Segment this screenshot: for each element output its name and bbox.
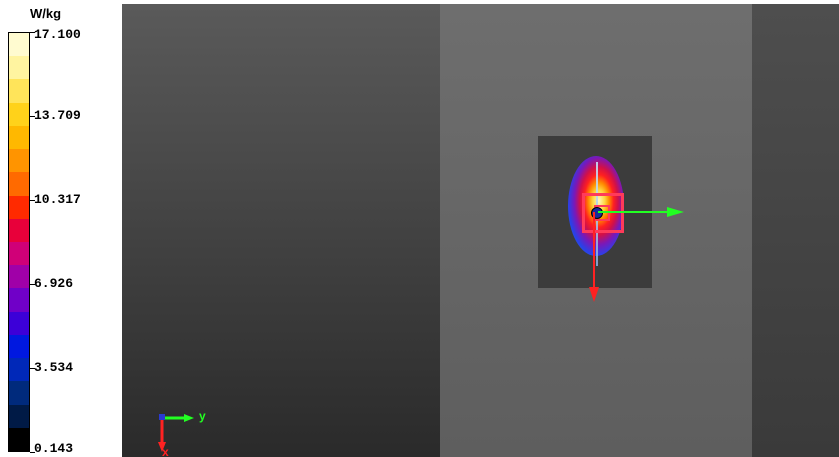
colorbar-segment [9,33,29,57]
gizmo-x-label: x [162,445,169,457]
colorbar-segment [9,56,29,80]
colorbar-segment [9,288,29,312]
gizmo-y-label: y [199,409,206,423]
orientation-gizmo[interactable]: y x [158,409,206,457]
gizmo-x-arrow-icon [158,442,166,452]
colorbar-segment [9,195,29,219]
colorbar-segment [9,265,29,289]
color-scale-legend: W/kg 17.100 13.709 10.317 6.926 3.534 0.143 [0,0,122,457]
colorbar [8,32,30,452]
scan-x-arrow-icon [589,287,599,302]
legend-tick-mark [30,284,35,285]
scan-y-arrow-icon [667,207,684,217]
gizmo-y-arrow-icon [184,414,194,422]
legend-tick-mark [30,452,35,453]
colorbar-segment [9,334,29,359]
legend-tick-label: 13.709 [34,108,81,123]
colorbar-segment [9,241,29,266]
gizmo-z-axis-icon [159,414,165,420]
legend-tick-label: 6.926 [34,276,74,291]
axis-overlay: y x [158,207,684,457]
colorbar-segment [9,172,29,196]
colorbar-segment [9,218,29,242]
legend-tick-label: 10.317 [34,192,81,207]
colorbar-segment [9,427,29,451]
colorbar-segment [9,311,29,335]
colorbar-segment [9,358,29,382]
colorbar-segment [9,381,29,405]
3d-viewport[interactable]: y x [122,4,839,457]
legend-tick-mark [30,116,35,117]
scan-axes-gizmo[interactable] [589,207,684,302]
phantom-edge [752,4,839,457]
legend-tick-label: 0.143 [34,441,74,456]
colorbar-segment [9,125,29,150]
colorbar-segment [9,102,29,126]
colorbar-segment [9,404,29,428]
colorbar-segment [9,149,29,173]
colorbar-segment [9,79,29,103]
legend-tick-mark [30,32,35,33]
legend-tick-mark [30,200,35,201]
legend-tick-label: 3.534 [34,360,74,375]
legend-unit-label: W/kg [30,6,62,21]
legend-tick-label: 17.100 [34,27,81,42]
legend-tick-mark [30,368,35,369]
